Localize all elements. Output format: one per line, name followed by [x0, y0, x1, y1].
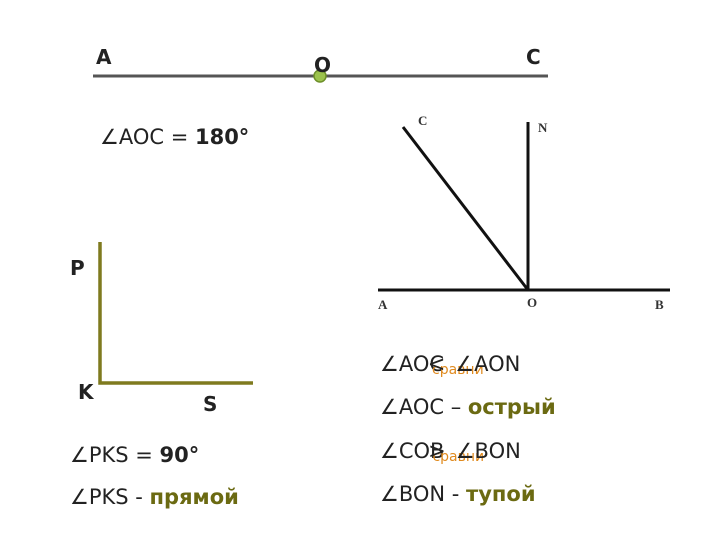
label-a: A [96, 45, 112, 69]
kind-value: тупой [466, 482, 536, 506]
right-measure: ∠PKS = 90° [70, 443, 199, 467]
right-angle [98, 242, 253, 385]
measure-name: ∠PKS = [70, 443, 160, 467]
kind-name: ∠PKS - [70, 485, 150, 509]
label-p: P [70, 256, 85, 280]
kind-value: прямой [150, 485, 239, 509]
straight-formula: ∠AOC = 180° [100, 125, 249, 149]
label-k: K [78, 380, 95, 404]
fig-label-a: A [378, 297, 388, 312]
label-s: S [203, 392, 217, 416]
label-c: C [526, 45, 541, 69]
angle-kind: ∠BON - тупой [380, 482, 536, 506]
measure-value: 90° [160, 443, 200, 467]
comparison-right: ∠BON [456, 439, 521, 463]
vertex-point [313, 69, 327, 83]
comparison-sign: < [428, 352, 446, 376]
fig-label-o: O [527, 295, 537, 310]
kind-name: ∠AOC – [380, 395, 468, 419]
kind-name: ∠BON - [380, 482, 466, 506]
comparison-note: сравни [432, 449, 484, 465]
right-kind: ∠PKS - прямой [70, 485, 239, 509]
fig-label-c: C [418, 113, 427, 128]
comparison: ∠AOCсравни< ∠AON [380, 352, 520, 378]
comparison-sign: > [428, 439, 446, 463]
ray-oc [401, 126, 530, 291]
comparison-note: сравни [432, 362, 484, 378]
angle-kind: ∠AOC – острый [380, 395, 556, 419]
comparison-left: ∠AOC [380, 352, 444, 376]
kind-value: острый [468, 395, 556, 419]
formula-name: ∠AOC = [100, 125, 195, 149]
comparison-right: ∠AON [455, 352, 520, 376]
label-o: O [314, 53, 331, 77]
comparison-left: ∠COB [380, 439, 444, 463]
fig-label-b: B [655, 297, 664, 312]
comparison: ∠COBсравни> ∠BON [380, 439, 521, 465]
formula-value: 180° [195, 125, 249, 149]
fig-label-n: N [538, 120, 548, 135]
